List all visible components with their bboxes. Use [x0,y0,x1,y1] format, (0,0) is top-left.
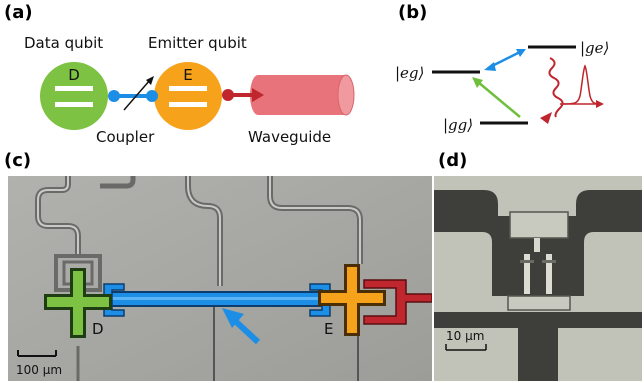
coupler-link [108,76,158,110]
emission-wave [549,58,562,117]
emission-spectrum [560,66,604,108]
state-ge-label: |ge⟩ [580,39,609,57]
panel-b-level-diagram: |eg⟩ |ge⟩ |gg⟩ [380,0,644,150]
emitter-qubit-letter: E [183,66,192,84]
green-excitation-arrow [472,77,520,117]
state-eg-label: |eg⟩ [395,64,424,82]
panel-d-label: (d) [438,150,467,171]
data-qubit-letter: D [68,66,80,84]
device-micrograph: D E 100 µm [8,176,432,381]
micrograph-e-letter: E [324,320,333,338]
emission-arrow-head [540,112,552,124]
panel-a-schematic: D E [0,0,400,150]
panel-c-label: (c) [4,150,31,171]
waveguide-cylinder [250,75,354,115]
micrograph-d-letter: D [92,320,104,338]
blue-coupling-arrow [484,49,526,71]
scale-text-d: 10 µm [446,329,484,343]
state-gg-label: |gg⟩ [443,116,473,134]
scale-text-c: 100 µm [16,363,62,377]
junction-micrograph: 10 µm [434,176,642,381]
